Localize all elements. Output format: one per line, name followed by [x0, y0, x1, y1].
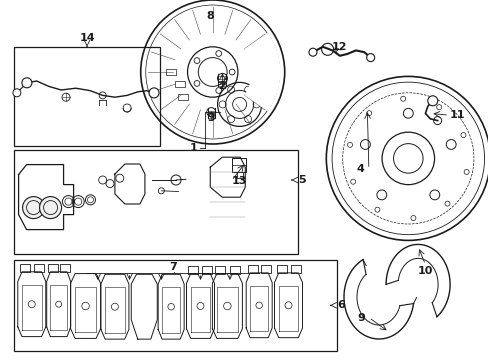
- Bar: [236, 172, 242, 179]
- Bar: [165, 69, 175, 75]
- Bar: [229, 266, 240, 274]
- Text: 8: 8: [206, 11, 214, 21]
- Circle shape: [22, 78, 32, 88]
- Circle shape: [366, 54, 374, 62]
- Text: 1: 1: [189, 143, 197, 153]
- Bar: [188, 266, 198, 274]
- Text: 11: 11: [448, 110, 464, 120]
- Text: 12: 12: [331, 42, 347, 52]
- Bar: [214, 266, 224, 274]
- Text: 9: 9: [356, 312, 364, 323]
- Bar: [14, 260, 337, 351]
- Circle shape: [22, 197, 44, 219]
- Bar: [276, 265, 286, 273]
- Bar: [178, 94, 188, 100]
- Bar: [60, 264, 69, 272]
- Text: 7: 7: [169, 262, 177, 272]
- Circle shape: [13, 89, 21, 97]
- Bar: [175, 81, 184, 87]
- Text: 14: 14: [79, 33, 95, 43]
- Bar: [20, 264, 30, 272]
- Circle shape: [308, 48, 316, 56]
- Polygon shape: [244, 33, 279, 111]
- Bar: [290, 265, 300, 273]
- Text: 13: 13: [231, 176, 247, 186]
- Circle shape: [149, 88, 159, 98]
- Text: 2: 2: [218, 81, 226, 91]
- Text: 6: 6: [337, 300, 345, 310]
- Bar: [202, 266, 212, 274]
- Bar: [48, 264, 58, 272]
- Text: 4: 4: [356, 164, 364, 174]
- Bar: [247, 265, 257, 273]
- Bar: [260, 265, 270, 273]
- Circle shape: [40, 197, 61, 219]
- Text: 3: 3: [207, 113, 215, 123]
- Bar: [231, 158, 245, 172]
- Text: 10: 10: [417, 266, 432, 276]
- Text: 5: 5: [298, 175, 305, 185]
- Bar: [14, 150, 298, 254]
- Bar: [34, 264, 44, 272]
- Circle shape: [427, 96, 437, 106]
- Bar: [14, 47, 160, 146]
